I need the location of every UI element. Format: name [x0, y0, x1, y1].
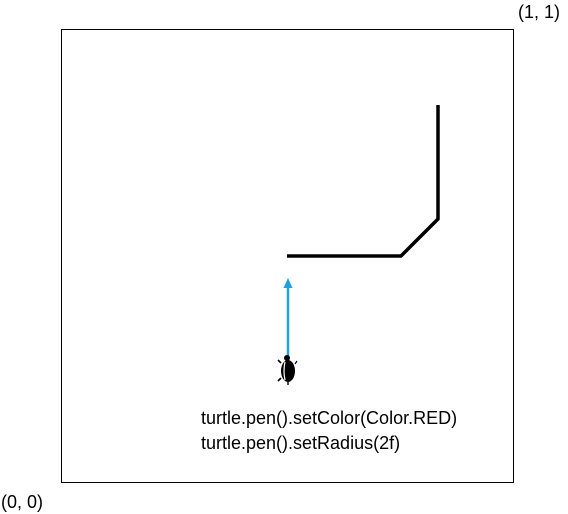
- code-line-set-radius: turtle.pen().setRadius(2f): [201, 433, 401, 453]
- coordinate-label-top-right: (1, 1): [518, 2, 561, 22]
- coordinate-label-bottom-left: (0, 0): [1, 492, 44, 512]
- arrow-up-icon: [283, 278, 293, 362]
- code-line-set-color: turtle.pen().setColor(Color.RED): [201, 408, 458, 428]
- turtle-icon: [277, 355, 298, 385]
- code-snippet: turtle.pen().setColor(Color.RED) turtle.…: [201, 406, 457, 456]
- turtle-path: [287, 105, 440, 258]
- turtle-canvas: [61, 29, 514, 483]
